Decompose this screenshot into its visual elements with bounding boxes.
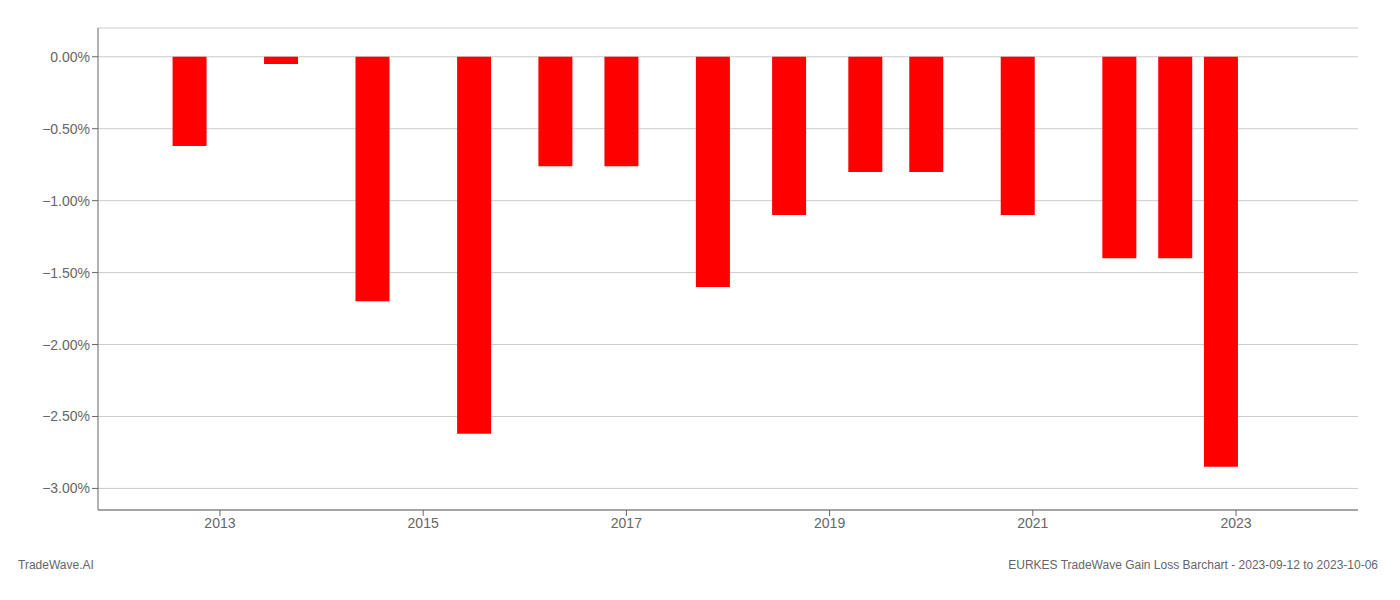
svg-text:2017: 2017	[611, 515, 642, 531]
svg-text:2021: 2021	[1017, 515, 1048, 531]
html-text:TradeWave.AI: TradeWave.AI	[18, 558, 94, 572]
svg-text:−3.00%: −3.00%	[42, 480, 90, 496]
svg-text:−1.00%: −1.00%	[42, 193, 90, 209]
html-text:EURKES TradeWave Gain Loss Bar: EURKES TradeWave Gain Loss Barchart - 20…	[1008, 558, 1378, 572]
svg-text:−0.50%: −0.50%	[42, 121, 90, 137]
svg-text:−2.00%: −2.00%	[42, 337, 90, 353]
svg-text:0.00%: 0.00%	[50, 49, 90, 65]
svg-text:2023: 2023	[1220, 515, 1251, 531]
svg-text:2019: 2019	[814, 515, 845, 531]
svg-text:2015: 2015	[408, 515, 439, 531]
svg-text:−1.50%: −1.50%	[42, 265, 90, 281]
svg-text:2013: 2013	[204, 515, 235, 531]
svg-text:−2.50%: −2.50%	[42, 408, 90, 424]
